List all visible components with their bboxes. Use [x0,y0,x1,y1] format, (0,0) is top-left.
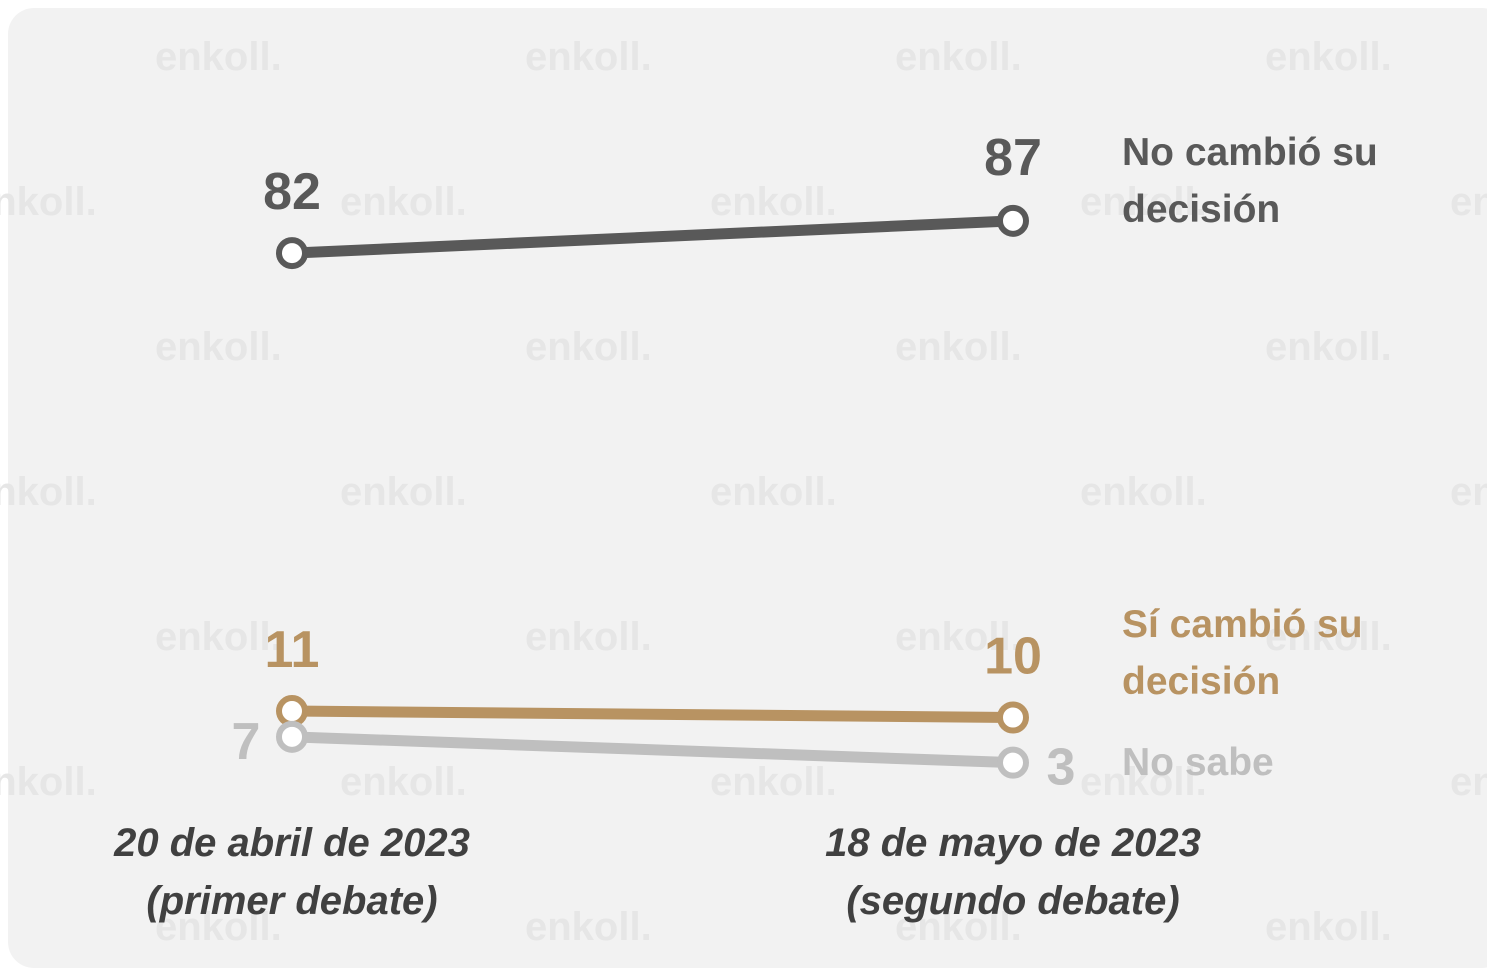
value-label: 10 [984,628,1042,686]
point [997,204,1029,237]
watermark: enkoll. [525,35,652,79]
watermark: enkoll. [525,615,652,659]
value-label: 3 [1047,739,1076,797]
watermark: enkoll. [1265,615,1392,659]
watermark: enkoll. [895,905,1022,949]
watermark: enkoll. [155,35,282,79]
watermark: enkoll. [1265,35,1392,79]
watermark: enkoll. [895,615,1022,659]
point [276,237,308,270]
watermark: enkoll. [1450,760,1487,804]
watermark: enkoll. [710,180,837,224]
watermark: enkoll. [895,325,1022,369]
watermark: enkoll. [1080,180,1207,224]
watermark: enkoll. [710,760,837,804]
series-line [291,215,1014,259]
watermarks: enkoll. enkoll. enkoll. enkoll. enkoll. enkol… [0,35,1487,949]
value-label: 7 [232,713,261,771]
value-label: 11 [265,621,320,679]
plot: 82 87 11 10 7 3 [232,129,1076,797]
watermark: enkoll. [0,180,97,224]
watermark: enkoll. [1265,325,1392,369]
series-name: Sí cambió su decisión [1122,603,1363,703]
point [997,746,1029,779]
watermark: enkoll. [895,35,1022,79]
x-label: 18 de mayo de 2023 (segundo debate) [825,821,1201,923]
point [276,695,308,728]
watermark: enkoll. [525,325,652,369]
watermark: enkoll. [340,760,467,804]
value-label: 87 [984,129,1042,187]
watermark: enkoll. [1080,760,1207,804]
watermark: enkoll. [1450,180,1487,224]
watermark: enkoll. [0,470,97,514]
watermark: enkoll. [155,615,282,659]
value-label: 82 [263,163,321,221]
series-name: No sabe [1122,741,1274,784]
x-label: 20 de abril de 2023 (primer debate) [114,821,470,923]
watermark: enkoll. [155,905,282,949]
watermark: enkoll. [1265,905,1392,949]
watermark: enkoll. [1450,470,1487,514]
series-name: No cambió su decisión [1122,131,1378,231]
watermark: enkoll. [0,760,97,804]
series-line [291,731,1014,769]
point [997,701,1029,734]
watermark: enkoll. [340,470,467,514]
watermark: enkoll. [340,180,467,224]
watermark: enkoll. [710,470,837,514]
series-line [291,705,1014,723]
watermark: enkoll. [525,905,652,949]
watermark: enkoll. [155,325,282,369]
watermark: enkoll. [1080,470,1207,514]
point [276,720,308,753]
